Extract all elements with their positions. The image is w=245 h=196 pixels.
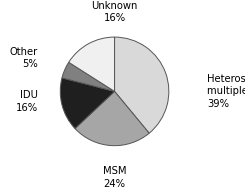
Text: Other
5%: Other 5% — [10, 47, 38, 69]
Wedge shape — [115, 37, 169, 133]
Wedge shape — [62, 62, 115, 91]
Text: IDU
16%: IDU 16% — [16, 90, 38, 113]
Text: MSM
24%: MSM 24% — [103, 166, 126, 189]
Wedge shape — [60, 78, 115, 129]
Wedge shape — [69, 37, 115, 91]
Text: Unknown
16%: Unknown 16% — [91, 1, 138, 23]
Text: Heterosexual,
multiple partners
39%: Heterosexual, multiple partners 39% — [207, 74, 245, 109]
Wedge shape — [75, 91, 149, 146]
